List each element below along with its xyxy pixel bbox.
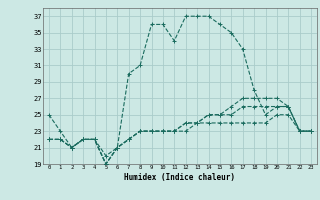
X-axis label: Humidex (Indice chaleur): Humidex (Indice chaleur)	[124, 173, 236, 182]
